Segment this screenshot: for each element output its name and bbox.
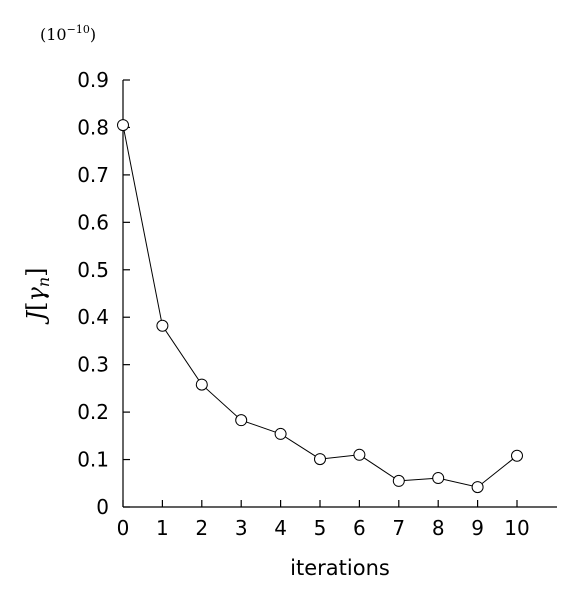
x-tick-label: 9: [471, 516, 484, 540]
ylabel-close: ]: [22, 267, 50, 276]
ylabel-subscript: n: [34, 277, 53, 287]
x-tick-label: 1: [156, 516, 169, 540]
y-tick-label: 0.1: [77, 448, 109, 472]
x-tick-label: 0: [117, 516, 130, 540]
data-point: [274, 427, 287, 440]
scale-note-close: ): [90, 25, 96, 44]
data-point: [471, 481, 484, 494]
series-line: [122, 125, 518, 488]
x-tick-label: 6: [353, 516, 366, 540]
data-point: [195, 378, 208, 391]
y-tick-label: 0: [96, 495, 109, 519]
data-point: [353, 448, 366, 461]
scale-note-base: (10: [40, 25, 67, 44]
x-tick-label: 10: [504, 516, 529, 540]
ylabel-main: J: [22, 310, 50, 326]
svg-text:J[γn]: J[γn]: [22, 267, 53, 325]
y-tick-label: 0.8: [77, 115, 109, 139]
x-tick-label: 5: [314, 516, 327, 540]
data-point: [511, 449, 523, 462]
x-tick-label: 3: [235, 516, 248, 540]
y-tick-label: 0.9: [77, 68, 109, 92]
x-tick-label: 7: [392, 516, 405, 540]
plot-area: [117, 119, 523, 494]
ylabel-symbol: γ: [22, 287, 50, 302]
y-tick-label: 0.4: [77, 305, 109, 329]
x-axis-label: iterations: [290, 556, 390, 580]
x-tick-label: 4: [274, 516, 287, 540]
y-tick-label: 0.7: [77, 163, 109, 187]
data-point: [235, 414, 248, 427]
data-point: [156, 319, 169, 332]
data-point: [117, 119, 129, 132]
data-point: [392, 474, 405, 487]
scale-note-exponent: −10: [67, 23, 90, 36]
y-tick-label: 0.2: [77, 400, 109, 424]
x-tick-label: 2: [195, 516, 208, 540]
y-tick-label: 0.6: [77, 210, 109, 234]
y-tick-label: 0.5: [77, 258, 109, 282]
y-axis-label: J[γn]: [22, 267, 53, 325]
scale-note: (10−10): [40, 23, 96, 44]
x-tick-label: 8: [432, 516, 445, 540]
data-point: [432, 472, 445, 485]
ylabel-open: [: [22, 302, 50, 311]
axis-ticks: 0 0.1 0.2 0.3 0.4 0.5 0.6 0.7 0.8 0.9 0 1 2 3 4 5 6 7 8 9 10: [77, 68, 530, 540]
y-tick-label: 0.3: [77, 353, 109, 377]
data-point: [314, 453, 326, 466]
